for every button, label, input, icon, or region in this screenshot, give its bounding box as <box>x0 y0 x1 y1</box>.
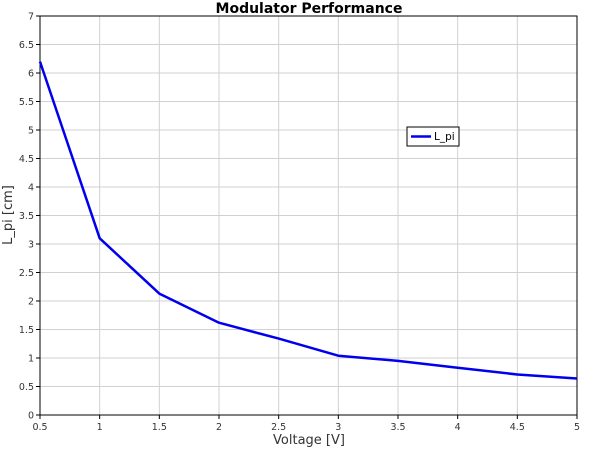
series-line <box>38 61 578 380</box>
y-tick-label: 1.5 <box>19 325 34 336</box>
x-axis-label: Voltage [V] <box>273 433 345 448</box>
y-tick-label: 3 <box>28 240 34 251</box>
y-tick-label: 2.5 <box>19 268 34 279</box>
x-tick-label: 3.5 <box>390 422 405 433</box>
y-tick-label: 0.5 <box>19 382 34 393</box>
y-tick-label: 6 <box>28 69 34 80</box>
y-tick-label: 3.5 <box>19 211 34 222</box>
ticks: 0.5 1 1.5 2 2.5 3 3.5 4 4.5 500.511.522.533.544.5… <box>19 12 580 434</box>
series <box>38 61 578 380</box>
y-tick-label: 4.5 <box>19 154 34 165</box>
x-tick-label: 3 <box>335 422 341 433</box>
legend-label: L_pi <box>434 131 455 143</box>
y-tick-label: 7 <box>28 12 34 23</box>
x-tick-label: 2.5 <box>271 422 286 433</box>
x-tick-label: 1.5 <box>152 422 167 433</box>
y-tick-label: 4 <box>28 183 34 194</box>
chart-title: Modulator Performance <box>216 1 403 17</box>
y-tick-label: 6.5 <box>19 40 34 51</box>
y-axis-label: L_pi [cm] <box>1 185 16 245</box>
y-tick-label: 1 <box>28 354 34 365</box>
y-tick-label: 2 <box>28 297 34 308</box>
grid <box>40 16 577 415</box>
legend-box <box>406 126 460 147</box>
x-tick-label: 5 <box>574 422 580 433</box>
x-tick-label: 4 <box>455 422 461 433</box>
y-tick-label: 5.5 <box>19 97 34 108</box>
x-tick-label: 2 <box>216 422 222 433</box>
legend: L_pi <box>406 126 460 147</box>
x-tick-label: 4.5 <box>510 422 525 433</box>
y-tick-label: 5 <box>28 126 34 137</box>
x-tick-label: 1 <box>97 422 103 433</box>
y-tick-label: 0 <box>28 411 34 422</box>
x-tick-label: 0.5 <box>32 422 47 433</box>
